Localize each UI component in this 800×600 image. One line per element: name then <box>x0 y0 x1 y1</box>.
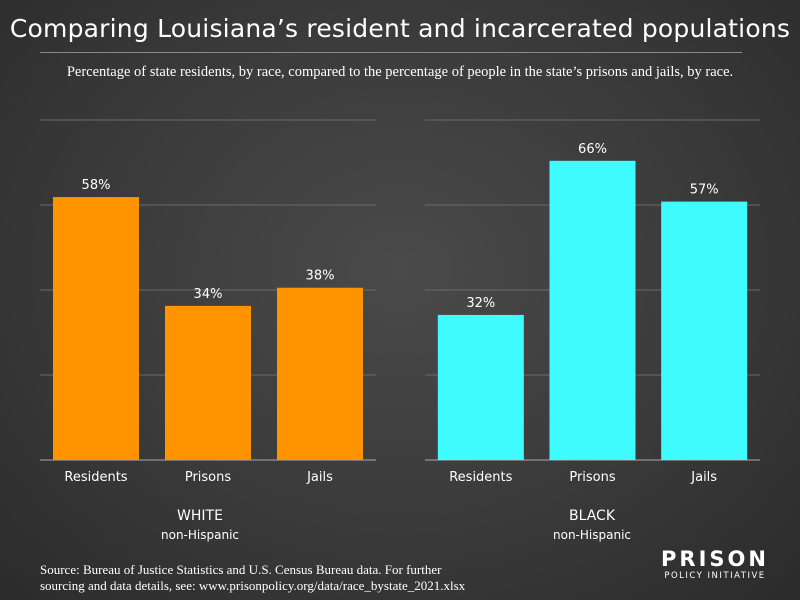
chart-subtitle: Percentage of state residents, by race, … <box>66 64 734 80</box>
category-label: Residents <box>449 470 512 485</box>
bar-prisons <box>549 160 636 461</box>
source-note: Source: Bureau of Justice Statistics and… <box>40 562 510 594</box>
category-label: Jails <box>306 470 333 485</box>
bar-jails <box>661 201 748 460</box>
prison-policy-logo: PRISON POLICY INITIATIVE <box>660 548 770 582</box>
group-title-white: WHITE <box>177 508 223 524</box>
category-label: Jails <box>690 470 717 485</box>
source-line-1: Source: Bureau of Justice Statistics and… <box>40 562 442 577</box>
category-label: Prisons <box>185 470 232 485</box>
title-divider <box>40 52 742 53</box>
group-subtitle-black: non-Hispanic <box>553 528 631 542</box>
bar-value-label: 57% <box>690 183 719 198</box>
bar-prisons <box>165 305 251 460</box>
bar-value-label: 66% <box>578 142 607 157</box>
bar-value-label: 34% <box>194 287 223 302</box>
category-label: Residents <box>64 470 127 485</box>
group-subtitle-white: non-Hispanic <box>161 528 239 542</box>
category-label: Prisons <box>569 470 616 485</box>
chart-title: Comparing Louisiana’s resident and incar… <box>9 14 791 43</box>
bar-value-label: 32% <box>466 296 495 311</box>
bar-residents <box>53 197 139 461</box>
logo-main-text: PRISON <box>661 547 769 571</box>
logo-sub-text: POLICY INITIATIVE <box>664 571 766 581</box>
bar-value-label: 58% <box>82 178 111 193</box>
group-title-black: BLACK <box>568 508 615 524</box>
chart-panel-0: 58% Residents 34% Prisons 38% Jails <box>40 119 376 485</box>
bar-residents <box>437 314 524 460</box>
bar-value-label: 38% <box>306 269 335 284</box>
bar-jails <box>277 287 363 460</box>
source-line-2: sourcing and data details, see: www.pris… <box>40 578 466 593</box>
chart-panel-1: 32% Residents 66% Prisons 57% Jails <box>425 119 760 485</box>
